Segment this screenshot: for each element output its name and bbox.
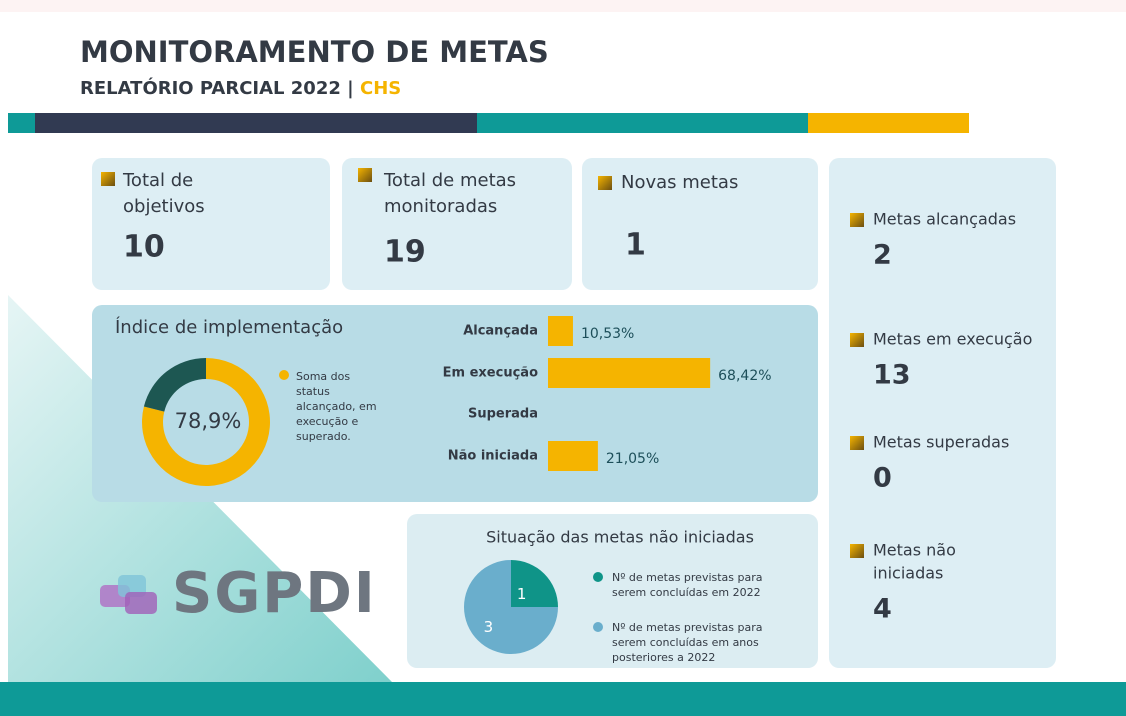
band [35,113,477,133]
card-label: monitoradas [384,196,497,217]
side-value: 0 [873,463,892,494]
slice-label: 1 [517,585,527,603]
footer-band [0,682,1126,716]
bar-category: Superada [468,407,538,422]
card-label: objetivos [123,196,205,217]
icon [850,333,864,347]
pie-slice [511,560,558,607]
side-label: Metas em execução [873,330,1032,349]
legend-text: serem concluídas em anos [612,636,759,649]
card-label: Novas metas [621,172,738,193]
logo-text: SGPDI [172,561,377,626]
top-strip [0,0,1126,12]
subtitle-text: RELATÓRIO PARCIAL 2022 | [80,77,354,99]
legend-text: Nº de metas previstas para [612,621,763,634]
legend-dot [279,370,289,380]
bar-value: 68,42% [718,368,771,384]
legend-dot [593,622,603,632]
icon [850,544,864,558]
icon [850,436,864,450]
side-label: Metas superadas [873,433,1009,452]
side-value: 4 [873,594,892,625]
donut-segment [143,358,206,412]
bar-category: Alcançada [463,324,538,339]
donut-segment [142,358,270,486]
card [342,158,572,290]
card-value: 1 [625,228,646,263]
side-panel [829,158,1056,668]
chart-title: Situação das metas não iniciadas [486,528,754,547]
logo-icon [100,575,157,614]
subtitle: RELATÓRIO PARCIAL 2022 | CHS [80,77,401,99]
bar [548,316,573,346]
side-value: 2 [873,240,892,271]
side-label: Metas não [873,541,956,560]
legend-text: Soma dos [296,370,350,383]
legend-text: Nº de metas previstas para [612,571,763,584]
card-label: Total de metas [383,170,516,191]
pie-slice [464,560,558,654]
bar [548,441,598,471]
bar [548,358,711,388]
card-label: Total de [122,170,193,191]
band [808,113,969,133]
legend-text: status [296,385,330,398]
card [582,158,818,290]
chart-title: Índice de implementação [115,316,343,338]
legend-dot [593,572,603,582]
card-value: 19 [384,235,426,270]
index-panel [92,305,818,502]
bar-category: Em execução [443,366,538,381]
legend-text: serem concluídas em 2022 [612,586,761,599]
side-label: Metas alcançadas [873,210,1016,229]
bar-value: 21,05% [606,451,659,467]
side-label: iniciadas [873,564,943,583]
card [92,158,330,290]
legend-text: execução e [296,415,359,428]
icon [850,213,864,227]
bar-value: 10,53% [581,326,634,342]
bar-category: Não iniciada [448,449,538,464]
card-value: 10 [123,230,165,265]
legend-text: alcançado, em [296,400,377,413]
icon [101,172,115,186]
legend-text: posteriores a 2022 [612,651,715,664]
band [8,113,35,133]
band [477,113,808,133]
legend-text: superado. [296,430,351,443]
slice-label: 3 [484,618,494,636]
unit: CHS [360,78,401,99]
center-label: 78,9% [175,409,242,433]
icon [598,176,612,190]
icon [358,168,372,182]
side-value: 13 [873,360,911,391]
title: MONITORAMENTO DE METAS [80,35,549,69]
